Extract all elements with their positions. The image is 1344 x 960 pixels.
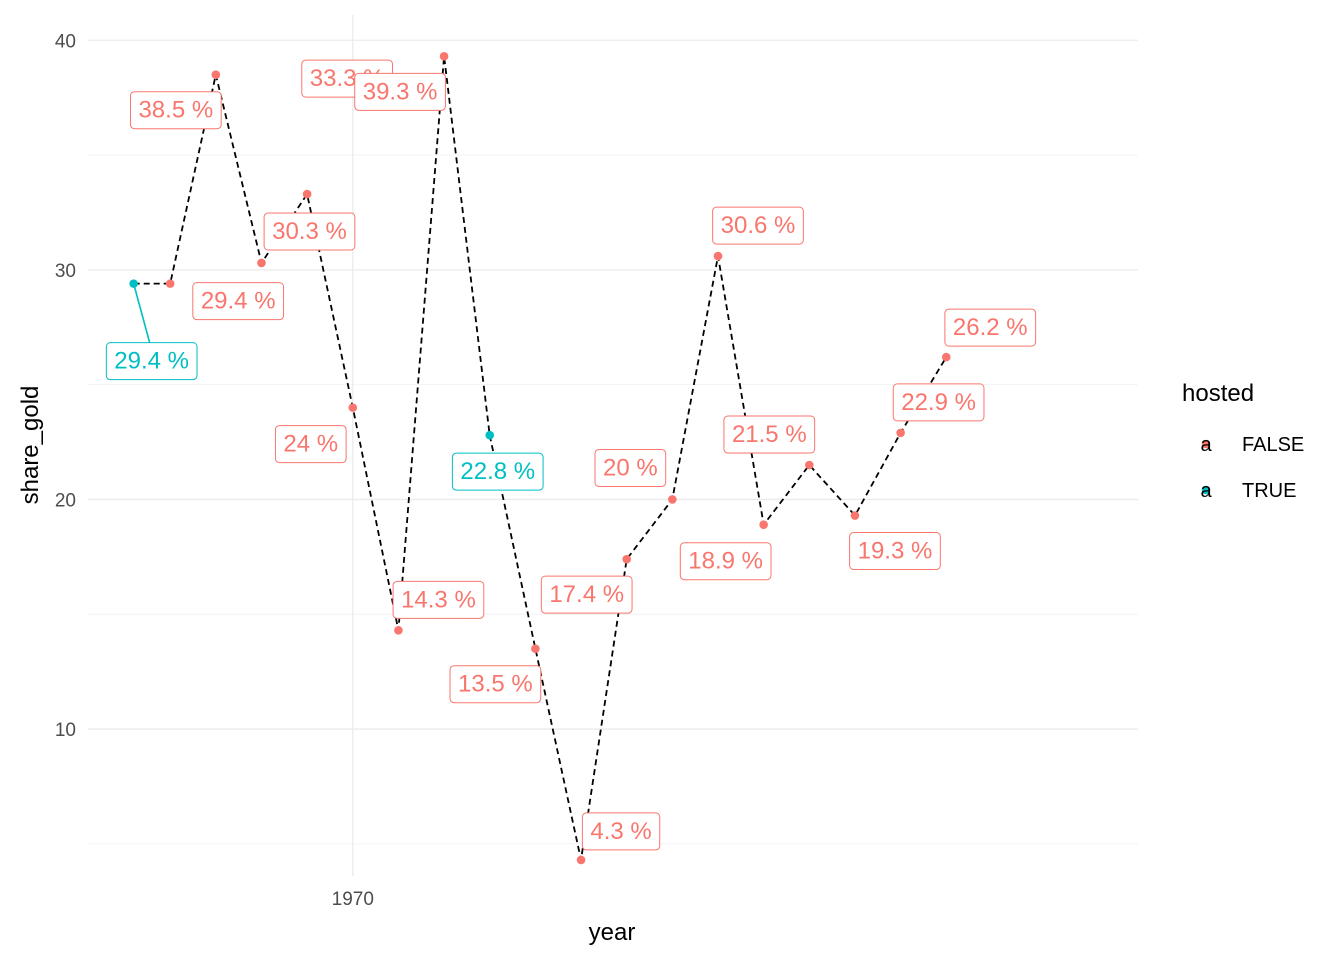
x-tick-label: 1970 [332, 889, 374, 910]
data-label-box [354, 72, 446, 111]
data-label: 24 % [283, 431, 338, 458]
data-point [896, 428, 905, 438]
y-axis-title: share_gold [17, 386, 44, 505]
data-label-box [849, 532, 941, 571]
x-axis-ticks: 1970 [332, 889, 374, 910]
data-label-box [451, 452, 544, 491]
legend-point-key [1201, 439, 1211, 449]
data-label: 30.3 % [272, 218, 347, 245]
data-label-box [392, 580, 485, 619]
data-label-box [679, 542, 772, 581]
data-label: 22.9 % [901, 389, 976, 416]
data-label-box [594, 448, 667, 487]
data-point [805, 460, 814, 470]
legend-point-key [1201, 485, 1211, 495]
data-label-box [263, 212, 356, 251]
data-label-box [723, 415, 816, 454]
legend-glyph-key: a [1200, 480, 1212, 502]
y-tick-label: 40 [55, 31, 76, 52]
data-point [576, 855, 586, 865]
y-tick-label: 10 [55, 720, 76, 741]
legend: hosted a FALSE a TRUE [1182, 380, 1304, 502]
data-label: 19.3 % [858, 538, 933, 565]
data-point [302, 189, 312, 199]
data-label-box [274, 425, 347, 464]
legend-item-false: a FALSE [1200, 434, 1304, 456]
data-point [348, 403, 358, 412]
y-tick-label: 20 [55, 490, 76, 511]
data-label-box [892, 383, 985, 422]
data-label: 29.4 % [201, 288, 276, 315]
legend-item-label: TRUE [1242, 480, 1296, 502]
data-label: 26.2 % [953, 314, 1028, 341]
data-label: 30.6 % [721, 212, 796, 239]
data-point [941, 352, 951, 362]
data-point [622, 554, 631, 564]
data-point [850, 511, 860, 520]
data-point [211, 70, 221, 79]
grid [88, 15, 1138, 876]
data-label: 21.5 % [732, 421, 807, 448]
legend-item-true: a TRUE [1200, 480, 1296, 502]
data-label: 39.3 % [363, 78, 438, 105]
data-label-box [192, 282, 285, 321]
data-label-box [105, 342, 198, 381]
data-label: 14.3 % [401, 586, 476, 613]
data-point [759, 520, 768, 530]
data-points [129, 52, 951, 865]
data-label: 38.5 % [138, 97, 213, 124]
data-label: 20 % [603, 454, 658, 481]
data-point [531, 644, 540, 653]
legend-item-label: FALSE [1242, 434, 1304, 456]
data-point [165, 279, 175, 288]
data-label-box [581, 812, 661, 851]
data-point [713, 251, 723, 261]
data-label: 18.9 % [688, 548, 763, 575]
data-label-box [129, 91, 222, 130]
data-label-box [449, 665, 542, 704]
data-label: 13.5 % [458, 671, 533, 698]
data-point [257, 258, 266, 268]
data-label: 29.4 % [114, 348, 189, 375]
data-point [668, 495, 677, 504]
x-axis-title: year [589, 919, 636, 946]
data-point [129, 279, 138, 288]
data-point [439, 52, 449, 61]
legend-title: hosted [1182, 380, 1254, 407]
y-axis-ticks: 10 20 30 40 [55, 31, 76, 741]
y-tick-label: 30 [55, 261, 76, 282]
legend-glyph-key: a [1200, 434, 1212, 456]
data-label-box [712, 206, 804, 245]
data-label-box [944, 308, 1037, 347]
data-label: 17.4 % [549, 581, 624, 608]
data-label: 4.3 % [590, 818, 651, 845]
data-label: 22.8 % [460, 458, 535, 485]
label-connectors [132, 283, 151, 343]
data-label-box [540, 575, 633, 614]
data-point [394, 626, 403, 635]
data-point [485, 430, 495, 440]
data-labels: 29.4 %29.4 %38.5 %30.3 %33.3 %24 %14.3 %… [105, 59, 1037, 851]
label-connector [132, 283, 151, 343]
